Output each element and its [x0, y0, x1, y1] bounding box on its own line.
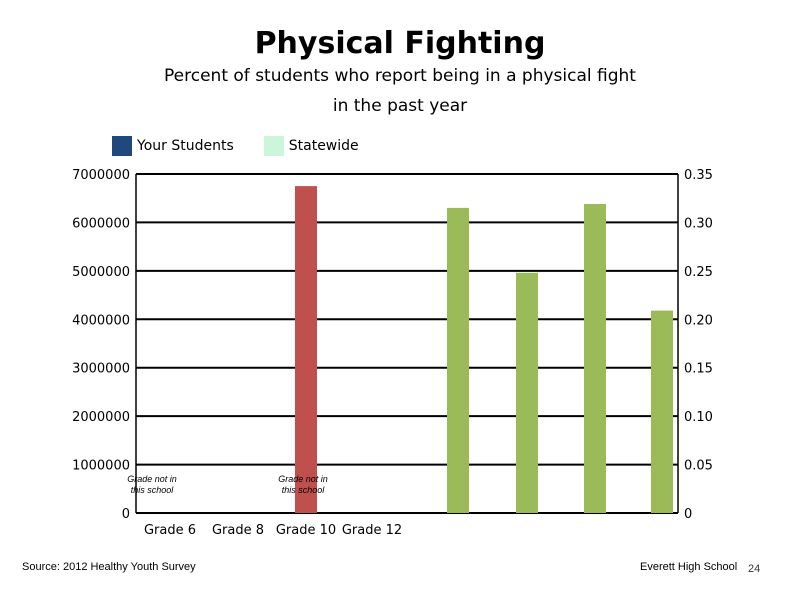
school-name: Everett High School — [640, 561, 738, 573]
left-axis-tick-label: 4000000 — [72, 313, 130, 328]
right-axis-tick-label: 0.35 — [684, 168, 713, 183]
bar-left-axis — [295, 186, 317, 513]
x-axis-category-label: Grade 8 — [212, 523, 264, 538]
x-axis-category-label: Grade 6 — [144, 523, 196, 538]
page-number: 24 — [748, 563, 761, 575]
legend-swatch-your-students — [112, 136, 132, 156]
left-axis-tick-label: 2000000 — [72, 410, 130, 425]
source-note: Source: 2012 Healthy Youth Survey — [22, 561, 196, 573]
bar-right-axis — [584, 204, 606, 514]
right-axis-tick-label: 0.05 — [684, 459, 713, 474]
legend-label-your-students: Your Students — [137, 138, 234, 154]
left-axis-tick-label: 5000000 — [72, 265, 130, 280]
chart-legend: Your Students Statewide — [112, 135, 389, 157]
bar-right-axis — [516, 272, 538, 513]
left-axis-tick-label: 0 — [122, 507, 130, 522]
left-axis-tick-label: 6000000 — [72, 216, 130, 231]
right-axis-tick-label: 0.20 — [684, 313, 713, 328]
bar-right-axis — [651, 310, 673, 513]
x-axis-category-label: Grade 10 — [276, 523, 336, 538]
left-axis-tick-label: 3000000 — [72, 362, 130, 377]
x-axis-category-label: Grade 12 — [342, 523, 402, 538]
bar-right-axis — [447, 207, 469, 513]
annotation-grade-not-in-school: Grade not in — [127, 474, 177, 484]
legend-label-statewide: Statewide — [288, 138, 359, 154]
chart-subtitle-line1: Percent of students who report being in … — [164, 66, 636, 86]
left-axis-tick-label: 7000000 — [72, 168, 130, 183]
right-axis-tick-label: 0.10 — [684, 410, 713, 425]
right-axis-tick-label: 0.30 — [684, 216, 713, 231]
right-axis-tick-label: 0.25 — [684, 265, 713, 280]
legend-swatch-statewide — [263, 136, 284, 156]
left-axis-tick-label: 1000000 — [72, 459, 130, 474]
chart-subtitle-line2: in the past year — [332, 96, 468, 116]
right-axis-tick-label: 0 — [684, 507, 692, 522]
annotation-grade-not-in-school: Grade not in — [278, 474, 328, 484]
legend-item-statewide: Statewide — [263, 136, 359, 156]
right-axis-tick-label: 0.15 — [684, 362, 713, 377]
legend-item-your-students: Your Students — [112, 136, 234, 156]
chart-title: Physical Fighting — [254, 26, 546, 61]
annotation-grade-not-in-school: this school — [282, 485, 326, 495]
annotation-grade-not-in-school: this school — [131, 485, 175, 495]
